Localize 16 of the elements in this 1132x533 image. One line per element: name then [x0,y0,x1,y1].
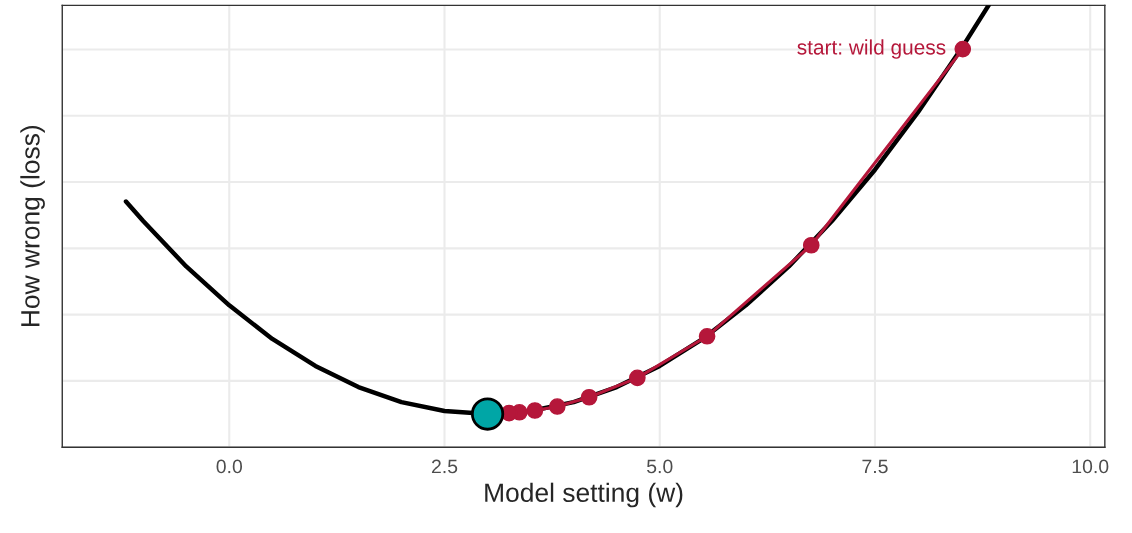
x-axis-title: Model setting (w) [485,482,683,508]
x-tick-label: 7.5 [862,459,888,474]
point [548,398,566,415]
point [580,388,598,406]
point [954,40,972,58]
y-axis-title: How wrong (loss) [20,125,45,326]
x-tick-label: 5.0 [647,459,673,474]
annotation: start: wild guess [797,39,946,59]
point [470,397,505,431]
point [802,236,820,254]
point [698,327,716,345]
point [629,369,646,387]
x-tick-label: 0.0 [216,459,243,474]
x-tick-label: 2.5 [431,459,458,474]
point [526,402,544,419]
x-tick-label: 10.0 [1072,459,1109,474]
